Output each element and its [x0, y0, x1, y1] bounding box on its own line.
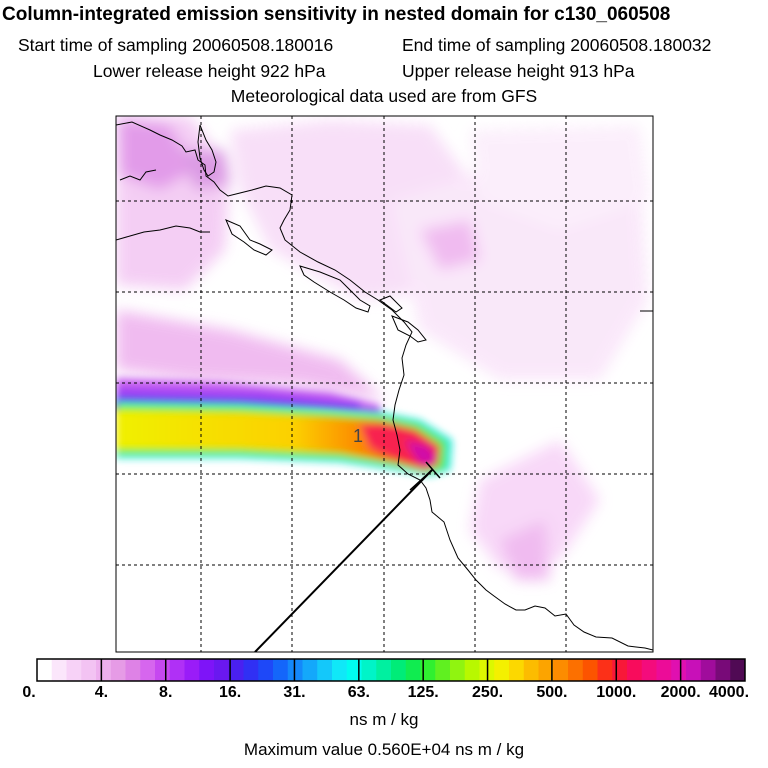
colorbar-cell [361, 659, 377, 681]
chart-title: Column-integrated emission sensitivity i… [2, 4, 671, 25]
colorbar-cell [184, 659, 200, 681]
colorbar-tick-label: 8. [159, 684, 173, 701]
colorbar-cell [597, 659, 613, 681]
colorbar-cell [287, 659, 303, 681]
colorbar-cell [37, 659, 53, 681]
grid-lines [116, 116, 653, 652]
colorbar-cell [81, 659, 97, 681]
colorbar-cell [641, 659, 657, 681]
colorbar-cell [214, 659, 230, 681]
colorbar-cell [509, 659, 525, 681]
colorbar-cell [538, 659, 554, 681]
colorbar-tick-label: 4000. [708, 684, 750, 701]
colorbar-cell [125, 659, 141, 681]
colorbar-cell [671, 659, 687, 681]
colorbar-tick-label: 1000. [596, 684, 637, 701]
trajectory-label: 1 [353, 426, 363, 446]
colorbar-tick-label: 250. [471, 684, 504, 701]
colorbar-cell [582, 659, 598, 681]
receptor-marker [409, 469, 433, 491]
colorbar-tick-label: 2000. [660, 684, 701, 701]
colorbar-cell [317, 659, 333, 681]
colorbar-cell [51, 659, 67, 681]
colorbar-cell [627, 659, 643, 681]
colorbar-cell [450, 659, 466, 681]
colorbar-frame [36, 658, 746, 682]
colorbar-cell [464, 659, 480, 681]
colorbar-tick-label: 31. [283, 684, 306, 701]
colorbar-cell [273, 659, 289, 681]
colorbar-cell [553, 659, 569, 681]
colorbar-cell [96, 659, 112, 681]
coastlines [116, 121, 653, 651]
colorbar-cell [435, 659, 451, 681]
colorbar-cell [302, 659, 318, 681]
lower-release-label: Lower release height 922 hPa [93, 61, 326, 81]
colorbar-tick-label: 63. [347, 684, 370, 701]
colorbar-cell [730, 659, 746, 681]
colorbar-cell [391, 659, 407, 681]
met-data-label: Meteorological data used are from GFS [230, 86, 538, 106]
colorbar-cell [258, 659, 274, 681]
colorbar-cell [110, 659, 126, 681]
colorbar-tick-label: 125. [407, 684, 439, 701]
colorbar-cell [199, 659, 215, 681]
colorbar-cell [523, 659, 539, 681]
colorbar-cell [715, 659, 731, 681]
colorbar-cell [656, 659, 672, 681]
colorbar-cell [66, 659, 82, 681]
colorbar-cell [140, 659, 156, 681]
trajectory-line [254, 469, 433, 652]
colorbar-cell [243, 659, 259, 681]
colorbar-cell [612, 659, 628, 681]
colorbar-cell [405, 659, 421, 681]
colorbar-cell [376, 659, 392, 681]
colorbar-cell [332, 659, 348, 681]
colorbar-cell [494, 659, 510, 681]
colorbar-cells [37, 659, 746, 681]
colorbar-cell [155, 659, 171, 681]
colorbar-cell [169, 659, 185, 681]
end-time-label: End time of sampling 20060508.180032 [402, 35, 712, 55]
colorbar-units: ns m / kg [349, 710, 419, 729]
start-time-label: Start time of sampling 20060508.180016 [18, 35, 334, 55]
colorbar-tick-label: 500. [536, 684, 568, 701]
max-value-label: Maximum value 0.560E+04 ns m / kg [243, 740, 525, 759]
colorbar-tick-label: 16. [218, 684, 242, 701]
colorbar-tick-lines [100, 659, 682, 681]
colorbar-tick-label: 0. [22, 684, 36, 701]
colorbar-cell [228, 659, 244, 681]
map-frame [115, 115, 654, 653]
colorbar-cell [686, 659, 702, 681]
colorbar-cell [346, 659, 362, 681]
colorbar-tick-label: 4. [94, 684, 109, 701]
upper-release-label: Upper release height 913 hPa [402, 61, 635, 81]
colorbar-cell [700, 659, 716, 681]
colorbar-cell [420, 659, 436, 681]
colorbar-cell [568, 659, 584, 681]
